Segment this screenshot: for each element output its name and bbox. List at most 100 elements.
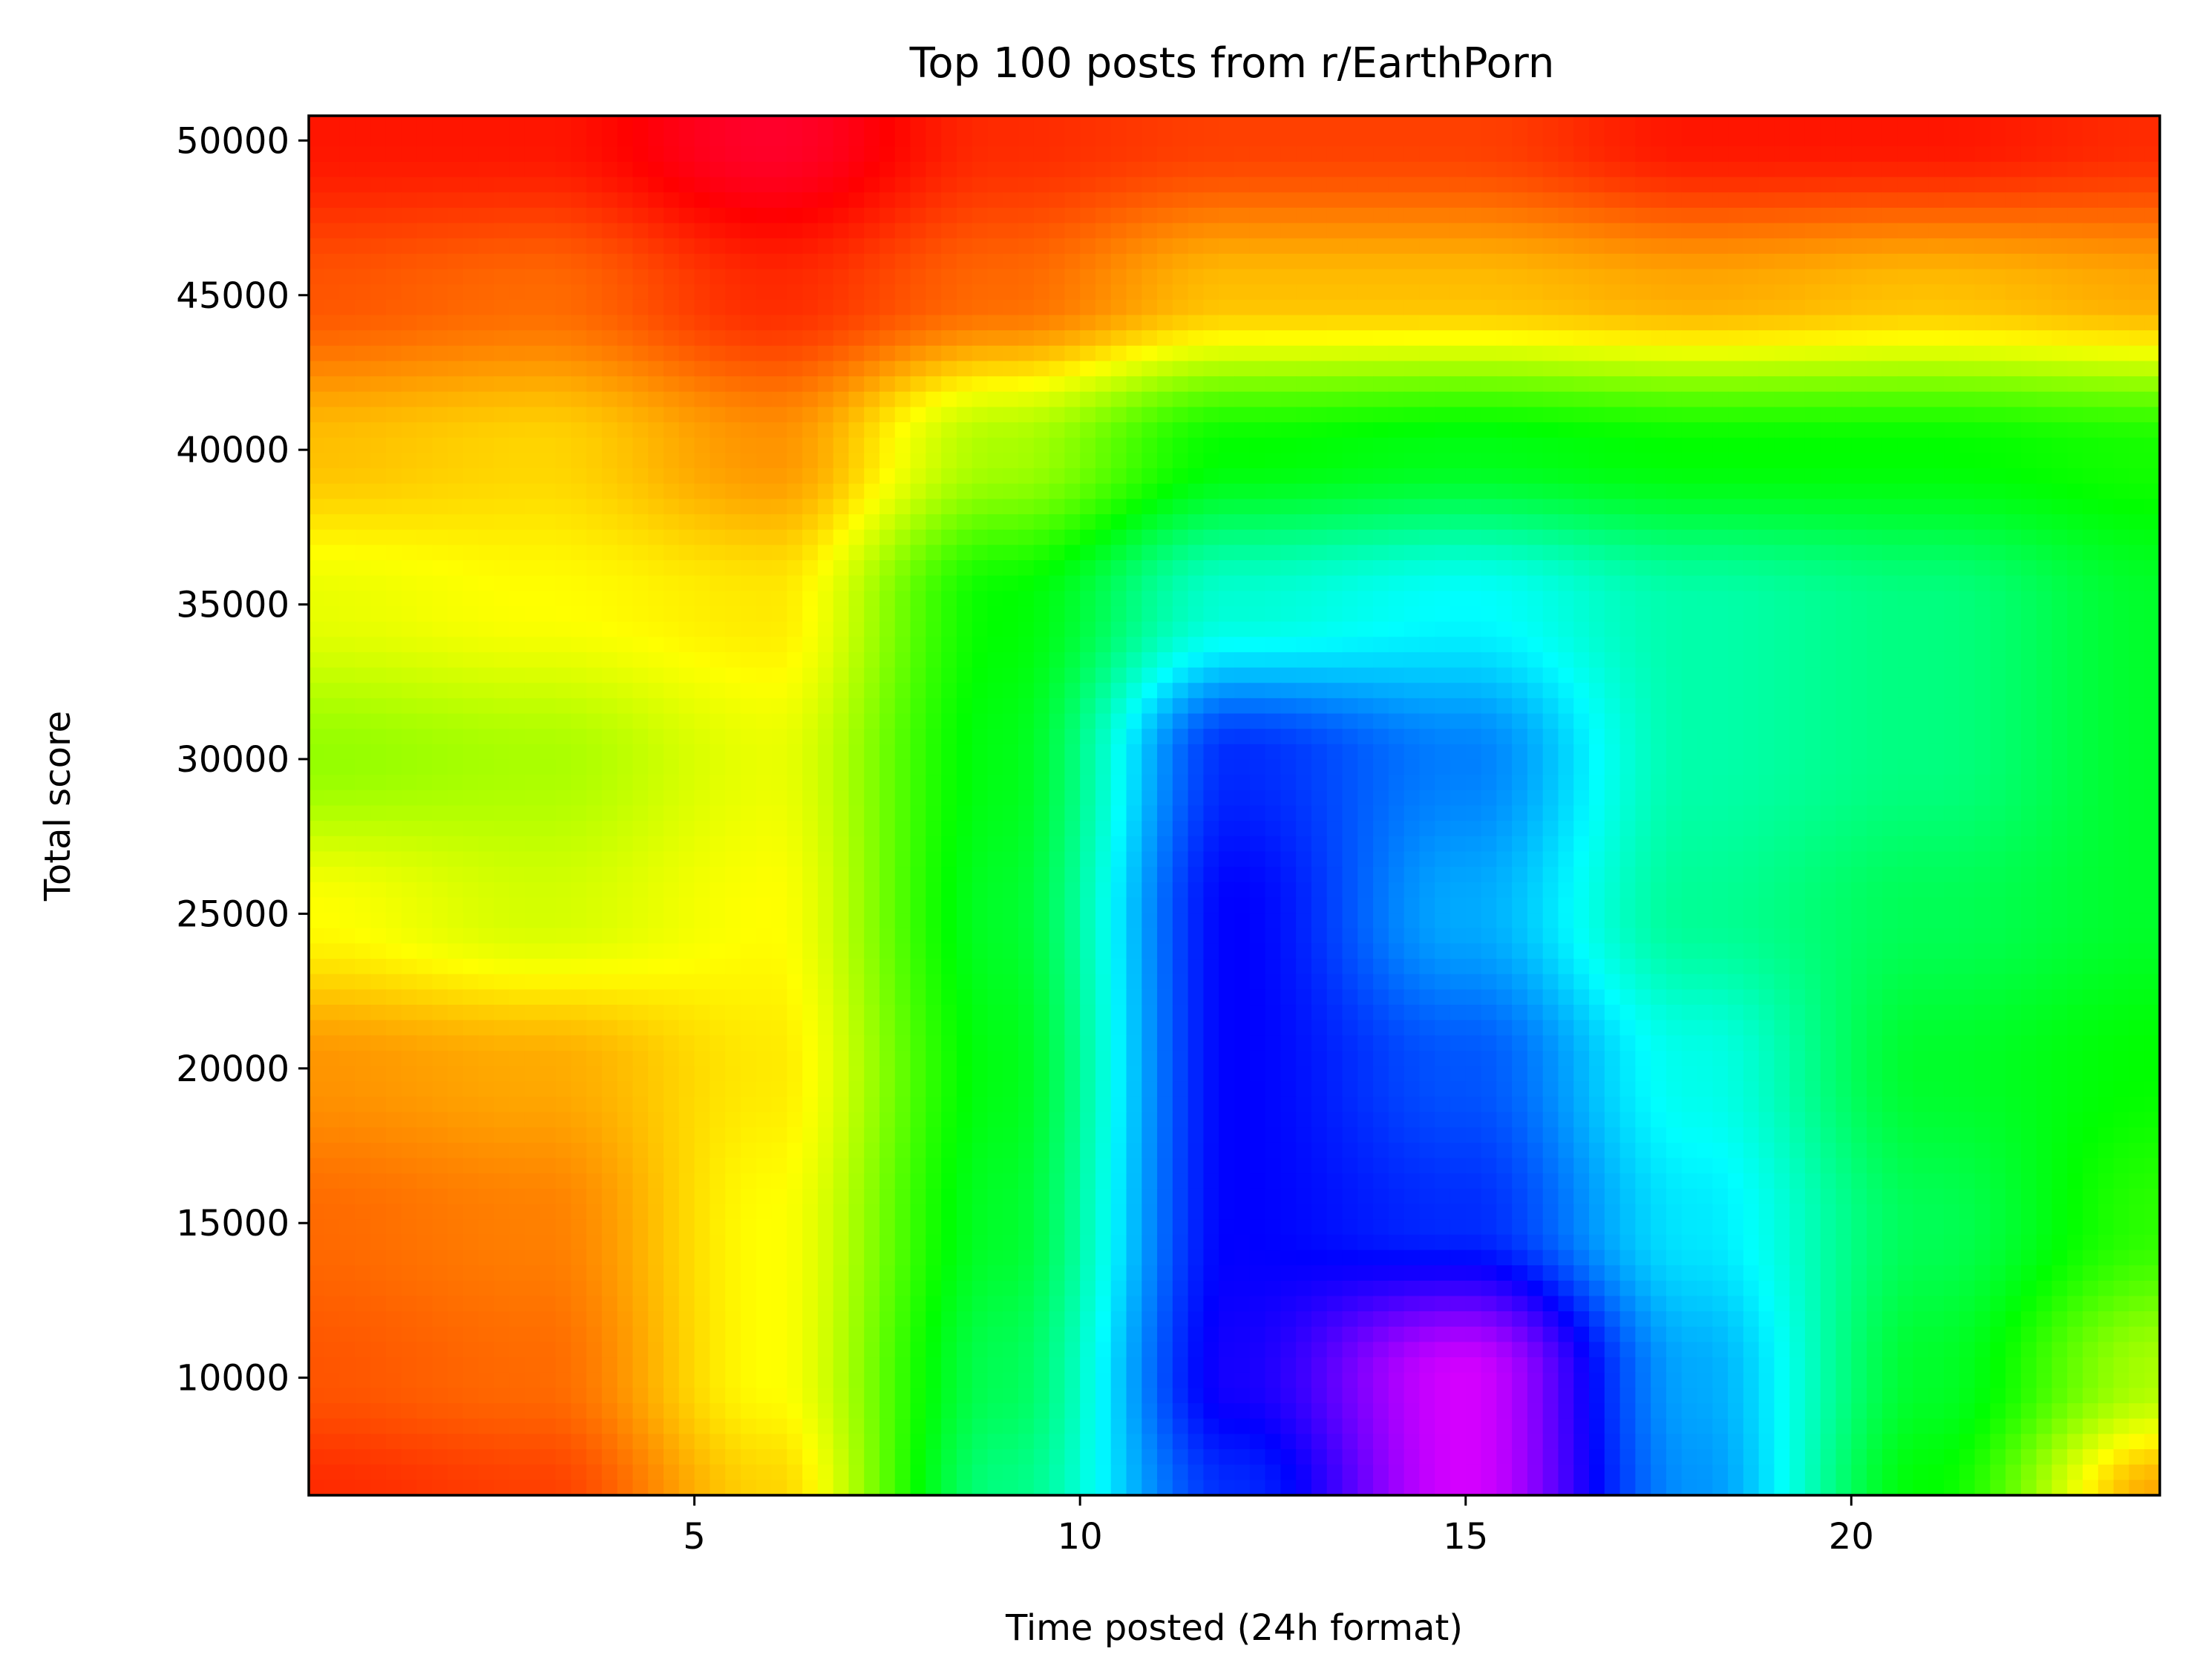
heat-cell — [1080, 146, 1096, 163]
heat-cell — [1064, 192, 1081, 209]
heat-cell — [1820, 729, 1837, 745]
heat-cell — [1990, 575, 2006, 592]
heat-cell — [1881, 238, 1899, 255]
heat-cell — [817, 345, 834, 362]
heat-cell — [1974, 606, 1991, 623]
heat-cell — [1804, 560, 1821, 577]
heat-cell — [1203, 223, 1220, 240]
heat-cell — [833, 315, 850, 331]
heat-cell — [1403, 284, 1421, 301]
heat-cell — [2005, 468, 2022, 485]
heat-cell — [1558, 437, 1575, 454]
heat-cell — [524, 637, 541, 653]
heat-cell — [1219, 407, 1235, 423]
heat-cell — [1804, 713, 1821, 730]
heat-cell — [1944, 514, 1960, 531]
heat-cell — [1651, 591, 1667, 607]
heat-cell — [879, 253, 896, 270]
heat-cell — [1651, 361, 1667, 377]
heat-cell — [1435, 177, 1451, 194]
heat-cell — [2005, 637, 2022, 653]
heat-cell — [2097, 177, 2115, 194]
heat-cell — [1573, 146, 1590, 163]
heat-cell — [1219, 253, 1235, 270]
heat-cell — [1265, 391, 1282, 408]
heat-cell — [1049, 422, 1066, 439]
heat-cell — [1080, 652, 1096, 669]
heat-cell — [678, 529, 695, 546]
heat-cell — [1944, 299, 1960, 316]
heat-cell — [648, 253, 664, 270]
heat-cell — [1388, 330, 1405, 347]
heat-cell — [1234, 345, 1251, 362]
heat-cell — [1403, 192, 1421, 209]
heat-cell — [1326, 575, 1343, 592]
heat-cell — [1280, 131, 1297, 148]
heat-cell — [401, 437, 418, 454]
heat-cell — [956, 545, 973, 561]
heat-cell — [1804, 253, 1821, 270]
heat-cell — [879, 161, 896, 178]
heat-cell — [1481, 207, 1498, 224]
heat-cell — [2067, 683, 2083, 699]
heat-cell — [1589, 269, 1605, 286]
heat-cell — [879, 514, 896, 531]
heat-cell — [1080, 207, 1096, 224]
heat-cell — [972, 468, 989, 485]
heat-cell — [1835, 437, 1853, 454]
heat-cell — [756, 652, 773, 669]
heat-cell — [601, 529, 618, 546]
heat-cell — [1003, 177, 1019, 194]
heat-cell — [648, 744, 664, 761]
heat-cell — [1558, 299, 1575, 316]
heat-cell — [1527, 483, 1544, 500]
heat-cell — [1342, 560, 1359, 577]
heat-cell — [1928, 514, 1945, 531]
heat-cell — [1373, 177, 1389, 194]
heat-cell — [1033, 422, 1050, 439]
heat-cell — [555, 376, 572, 393]
heat-cell — [756, 468, 773, 485]
heat-cell — [1774, 146, 1790, 163]
heat-cell — [1326, 161, 1343, 178]
heat-cell — [1928, 652, 1945, 669]
heat-cell — [1820, 606, 1837, 623]
heat-cell — [601, 376, 618, 393]
heat-cell — [416, 683, 433, 699]
heat-cell — [1944, 269, 1960, 286]
heat-cell — [1157, 161, 1173, 178]
heat-cell — [1542, 437, 1559, 454]
heat-cell — [1388, 315, 1405, 331]
heat-cell — [1403, 391, 1421, 408]
heat-cell — [956, 116, 973, 132]
heat-cell — [710, 591, 726, 607]
heat-cell — [1188, 361, 1205, 377]
heat-cell — [1373, 652, 1389, 669]
heat-cell — [571, 468, 587, 485]
heat-cell — [879, 116, 896, 132]
heat-cell — [1188, 284, 1205, 301]
heat-cell — [1172, 637, 1189, 653]
heat-cell — [1049, 269, 1066, 286]
heat-cell — [1573, 131, 1590, 148]
heat-cell — [802, 116, 819, 132]
heat-cell — [1465, 683, 1482, 699]
heat-cell — [524, 437, 541, 454]
heat-cell — [1481, 621, 1498, 638]
heat-cell — [1881, 560, 1899, 577]
heat-cell — [848, 315, 865, 331]
heat-cell — [586, 468, 603, 485]
heat-cell — [740, 683, 757, 699]
heat-cell — [1157, 177, 1173, 194]
heat-cell — [416, 284, 433, 301]
heat-cell — [1481, 253, 1498, 270]
heat-cell — [678, 391, 695, 408]
heat-cell — [1326, 667, 1343, 684]
heat-cell — [1789, 345, 1806, 362]
heat-cell — [632, 729, 649, 745]
heat-cell — [1465, 207, 1482, 224]
heat-cell — [2005, 652, 2022, 669]
heat-cell — [2067, 422, 2083, 439]
heat-cell — [1820, 330, 1837, 347]
heat-cell — [864, 238, 880, 255]
